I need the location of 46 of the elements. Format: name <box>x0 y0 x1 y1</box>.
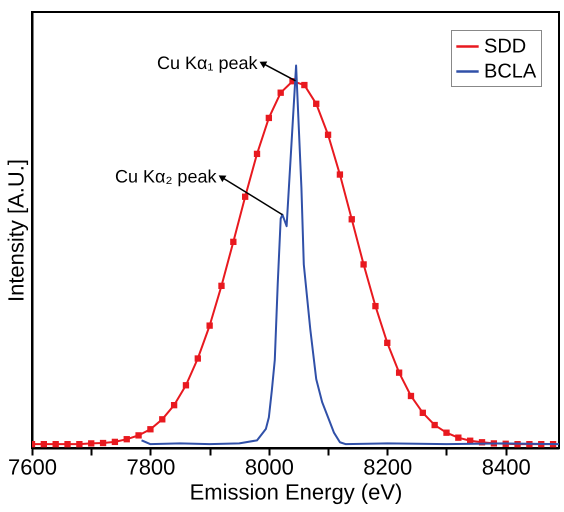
point <box>301 82 308 88</box>
point <box>372 302 379 310</box>
legend-label: SDD <box>484 36 526 58</box>
point <box>408 392 414 400</box>
point <box>230 238 236 246</box>
point <box>194 355 201 362</box>
y-axis-title: Intensity [A.U.] <box>4 158 28 302</box>
point <box>254 150 260 158</box>
point <box>88 440 94 447</box>
point <box>443 430 450 436</box>
point <box>348 216 355 222</box>
x-tick-label: 8000 <box>244 454 294 480</box>
x-tick-label: 7800 <box>126 454 176 480</box>
point <box>324 132 332 138</box>
legend-label: BCLA <box>484 60 537 82</box>
point <box>52 441 59 448</box>
point <box>420 410 426 416</box>
point <box>159 416 166 422</box>
point <box>182 382 190 388</box>
x-axis-title: Emission Energy (eV) <box>190 480 402 504</box>
point <box>218 282 225 289</box>
point <box>206 322 213 329</box>
x-tick-label: 7600 <box>8 454 57 480</box>
point <box>313 100 320 107</box>
point <box>135 432 142 439</box>
point <box>431 422 438 428</box>
annotation: Cu Kα₂ peak <box>115 166 218 187</box>
point <box>336 171 344 178</box>
point <box>360 261 367 268</box>
point <box>76 441 83 448</box>
point <box>278 90 284 96</box>
point <box>242 194 248 200</box>
annotation: Cu Kα₁ peak <box>156 52 258 73</box>
point <box>64 441 71 448</box>
x-tick-label: 8400 <box>482 454 531 480</box>
point <box>124 436 130 442</box>
point <box>170 402 178 408</box>
point <box>266 114 272 122</box>
point <box>147 426 154 432</box>
point <box>100 440 106 446</box>
point <box>40 441 48 448</box>
x-tick-label: 8200 <box>363 454 412 480</box>
point <box>455 434 462 441</box>
point <box>396 369 402 376</box>
point <box>112 438 118 446</box>
point <box>384 340 390 346</box>
